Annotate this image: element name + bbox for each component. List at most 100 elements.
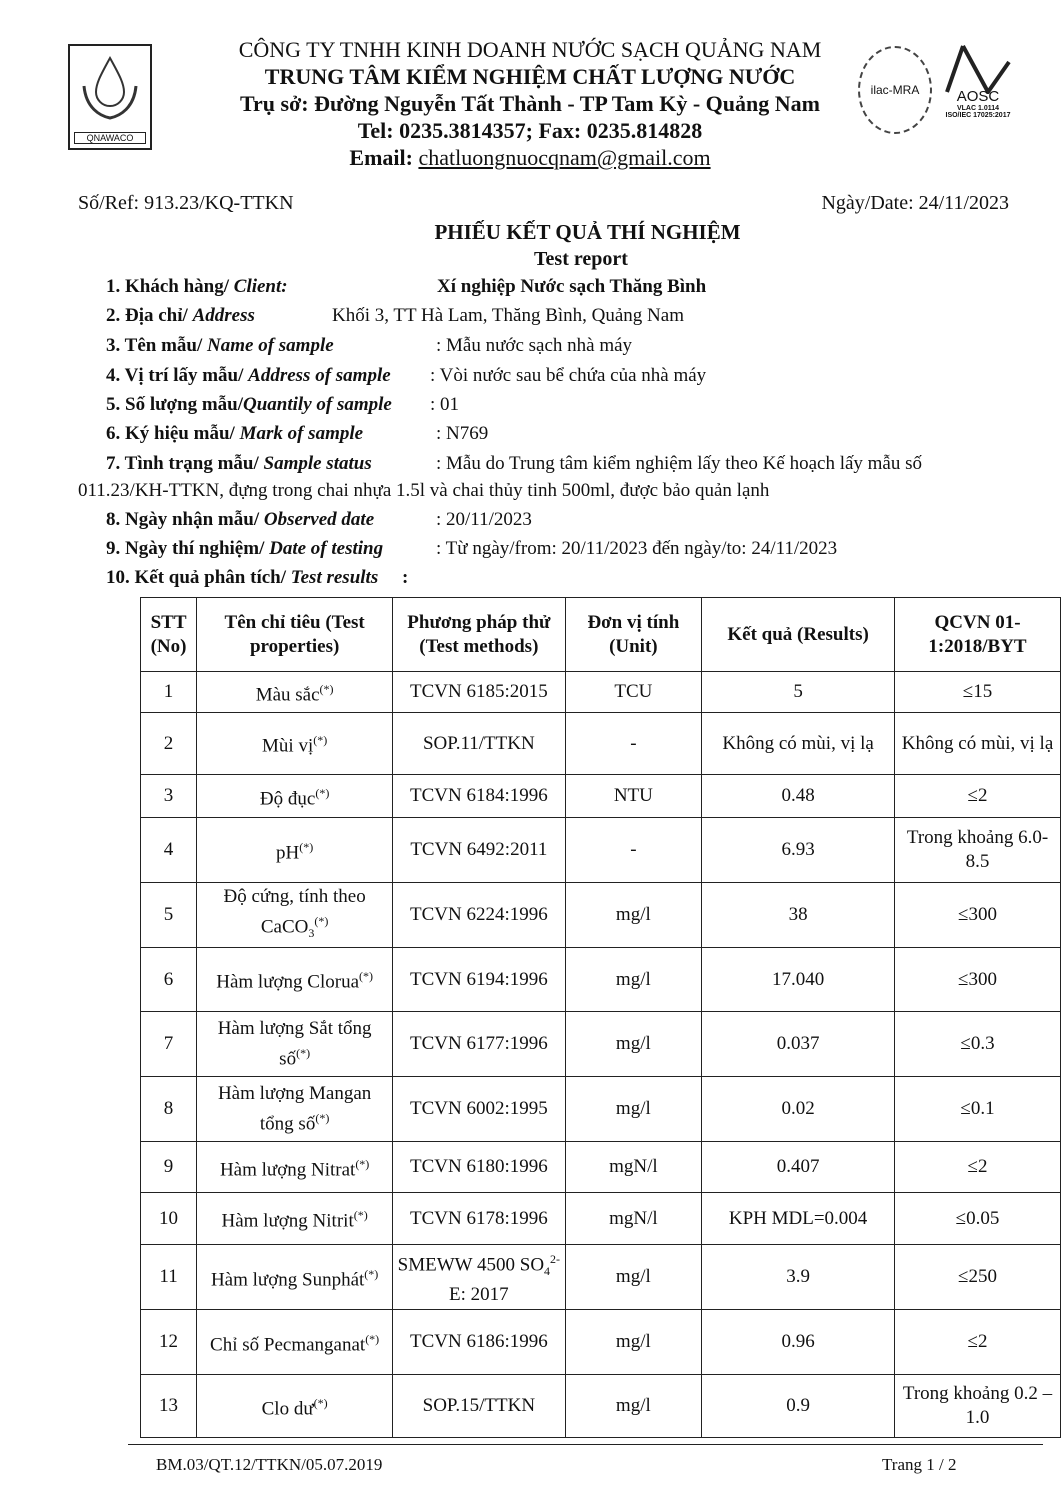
test-method: TCVN 6185:2015: [392, 671, 566, 713]
unit: mgN/l: [564, 1141, 703, 1193]
unit: -: [564, 712, 703, 775]
info-value: : Vòi nước sau bể chứa của nhà máy: [430, 365, 707, 386]
column-header: STT (No): [139, 597, 198, 672]
test-method: SMEWW 4500 SO42- E: 2017: [392, 1244, 566, 1310]
result: 6.93: [701, 817, 896, 883]
info-value: : 20/11/2023: [436, 509, 532, 530]
table-row: 4 pH(*) TCVN 6492:2011 - 6.93 Trong khoả…: [139, 817, 1061, 883]
row-number: 3: [139, 774, 198, 818]
report-title: PHIẾU KẾT QUẢ THÍ NGHIỆM: [434, 220, 741, 244]
table-row: 9 Hàm lượng Nitrat(*) TCVN 6180:1996 mgN…: [139, 1141, 1061, 1193]
table-row: 11 Hàm lượng Sunphát(*) SMEWW 4500 SO42-…: [139, 1244, 1061, 1310]
info-value: Khối 3, TT Hà Lam, Thăng Bình, Quảng Nam: [332, 305, 684, 326]
report-date: Ngày/Date: 24/11/2023: [821, 192, 1009, 214]
letterhead: CÔNG TY TNHH KINH DOANH NƯỚC SẠCH QUẢNG …: [160, 36, 900, 171]
column-header: Phương pháp thử (Test methods): [392, 597, 566, 672]
info-line: 5. Số lượng mẫu/Quantily of sample: [106, 394, 392, 415]
info-line: 1. Khách hàng/ Client:: [106, 276, 288, 297]
row-number: 6: [139, 947, 198, 1012]
row-number: 1: [139, 671, 198, 713]
info-line: 7. Tình trạng mẫu/ Sample status: [106, 453, 372, 474]
unit: mgN/l: [564, 1192, 703, 1245]
test-property: Clo dư(*): [196, 1374, 394, 1438]
company-phone: Tel: 0235.3814357; Fax: 0235.814828: [357, 118, 703, 143]
standard-limit: ≤2: [894, 1309, 1061, 1375]
table-row: 3 Độ đục(*) TCVN 6184:1996 NTU 0.48 ≤2: [139, 774, 1061, 818]
standard-limit: ≤300: [894, 947, 1061, 1012]
unit: mg/l: [564, 1374, 703, 1438]
test-method: SOP.11/TTKN: [392, 712, 566, 775]
test-property: Độ đục(*): [196, 774, 394, 818]
info-line: 2. Địa chỉ/ Address: [106, 305, 255, 326]
email-link[interactable]: chatluongnuocqnam@gmail.com: [418, 145, 711, 170]
unit: mg/l: [564, 1076, 703, 1142]
test-method: TCVN 6492:2011: [392, 817, 566, 883]
reference-number: Số/Ref: 913.23/KQ-TTKN: [78, 192, 294, 214]
ilac-mra-logo: ilac-MRA: [858, 46, 932, 134]
logo-text: QNAWACO: [74, 132, 146, 144]
row-number: 4: [139, 817, 198, 883]
results-table: STT (No) Tên chỉ tiêu (Test properties) Ph…: [139, 597, 1061, 1438]
row-number: 11: [139, 1244, 198, 1310]
row-number: 13: [139, 1374, 198, 1438]
result: 0.96: [701, 1309, 896, 1375]
test-property: Hàm lượng Sunphát(*): [196, 1244, 394, 1310]
water-drop-hands-icon: [82, 55, 138, 120]
info-value: : Mẫu do Trung tâm kiểm nghiệm lấy theo …: [436, 453, 923, 474]
info-value: : Từ ngày/from: 20/11/2023 đến ngày/to: …: [436, 538, 838, 559]
info-line: 4. Vị trí lấy mẫu/ Address of sample: [106, 365, 391, 386]
test-property: Hàm lượng Clorua(*): [196, 947, 394, 1012]
test-property: Độ cứng, tính theo CaCO3(*): [196, 882, 394, 948]
info-line: 10. Kết quả phân tích/ Test results: [106, 567, 379, 588]
test-property: Chỉ số Pecmanganat(*): [196, 1309, 394, 1375]
test-property: Hàm lượng Mangan tổng số(*): [196, 1076, 394, 1142]
column-header: Kết quả (Results): [701, 597, 896, 672]
row-number: 5: [139, 882, 198, 948]
standard-limit: ≤300: [894, 882, 1061, 948]
form-code: BM.03/QT.12/TTKN/05.07.2019: [156, 1455, 383, 1474]
result: 38: [701, 882, 896, 948]
row-number: 7: [139, 1011, 198, 1077]
standard-limit: ≤0.3: [894, 1011, 1061, 1077]
center-name: TRUNG TÂM KIỂM NGHIỆM CHẤT LƯỢNG NƯỚC: [264, 64, 796, 89]
row-number: 2: [139, 712, 198, 775]
standard-limit: ≤0.05: [894, 1192, 1061, 1245]
info-value: : 01: [430, 394, 460, 415]
table-row: 1 Màu sắc(*) TCVN 6185:2015 TCU 5 ≤15: [139, 671, 1061, 713]
test-method: TCVN 6178:1996: [392, 1192, 566, 1245]
result: 3.9: [701, 1244, 896, 1310]
test-property: Hàm lượng Nitrat(*): [196, 1141, 394, 1193]
table-row: 13 Clo dư(*) SOP.15/TTKN mg/l 0.9 Trong …: [139, 1374, 1061, 1438]
info-line: 6. Ký hiệu mẫu/ Mark of sample: [106, 423, 364, 444]
unit: -: [564, 817, 703, 883]
table-row: 10 Hàm lượng Nitrit(*) TCVN 6178:1996 mg…: [139, 1192, 1061, 1245]
standard-limit: ≤2: [894, 774, 1061, 818]
column-header: Đơn vị tính (Unit): [564, 597, 703, 672]
table-row: 2 Mùi vị(*) SOP.11/TTKN - Không có mùi, …: [139, 712, 1061, 775]
result: Không có mùi, vị lạ: [701, 712, 896, 775]
info-value: Xí nghiệp Nước sạch Thăng Bình: [437, 276, 707, 297]
column-header: QCVN 01-1:2018/BYT: [894, 597, 1061, 672]
info-value: :: [402, 567, 409, 588]
standard-limit: ≤0.1: [894, 1076, 1061, 1142]
test-method: TCVN 6177:1996: [392, 1011, 566, 1077]
test-method: TCVN 6186:1996: [392, 1309, 566, 1375]
info-value: : Mẫu nước sạch nhà máy: [436, 335, 633, 356]
standard-limit: Trong khoảng 0.2 – 1.0: [894, 1374, 1061, 1438]
row-number: 8: [139, 1076, 198, 1142]
test-method: TCVN 6184:1996: [392, 774, 566, 818]
info-value-continued: 011.23/KH-TTKN, đựng trong chai nhựa 1.5…: [78, 480, 770, 501]
page-number: Trang 1 / 2: [882, 1455, 957, 1474]
aosc-triangle-icon: [945, 45, 1011, 96]
row-number: 9: [139, 1141, 198, 1193]
result: KPH MDL=0.004: [701, 1192, 896, 1245]
result: 0.9: [701, 1374, 896, 1438]
table-row: 8 Hàm lượng Mangan tổng số(*) TCVN 6002:…: [139, 1076, 1061, 1142]
unit: mg/l: [564, 1309, 703, 1375]
info-line: 3. Tên mẫu/ Name of sample: [106, 335, 334, 356]
standard-limit: Trong khoảng 6.0-8.5: [894, 817, 1061, 883]
unit: NTU: [564, 774, 703, 818]
test-property: Mùi vị(*): [196, 712, 394, 775]
company-name: CÔNG TY TNHH KINH DOANH NƯỚC SẠCH QUẢNG …: [238, 37, 822, 62]
